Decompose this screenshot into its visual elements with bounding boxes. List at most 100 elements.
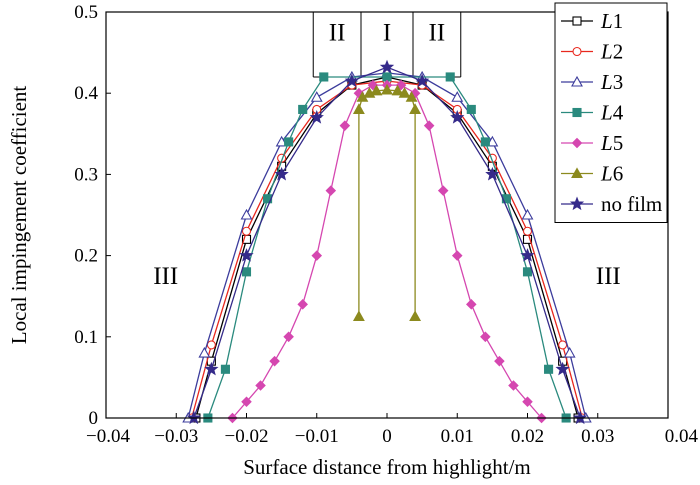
series-line [191, 80, 583, 419]
legend-entry: L2 [561, 40, 623, 64]
data-point [241, 226, 252, 236]
legend-label-suffix: 3 [613, 70, 624, 94]
legend-entry: L1 [561, 9, 623, 33]
data-point [298, 104, 308, 114]
data-point [485, 166, 500, 181]
data-point [466, 299, 477, 310]
legend-label-prefix: L [600, 162, 613, 186]
y-tick-label: 0 [89, 408, 99, 429]
data-point [437, 185, 449, 196]
legend-marker [571, 75, 583, 87]
legend-label: L3 [600, 70, 623, 94]
x-axis-label: Surface distance from highlight/m [243, 455, 531, 479]
data-point [255, 380, 266, 391]
x-tick-label: 0 [382, 426, 392, 447]
series-line [193, 66, 581, 419]
y-tick-label: 0.2 [74, 246, 98, 267]
series-l6 [352, 83, 422, 322]
data-point [319, 72, 329, 82]
series-line [232, 84, 542, 419]
data-point [520, 248, 535, 262]
data-point [311, 250, 323, 261]
data-point [310, 91, 323, 102]
series-no-film [186, 59, 588, 425]
data-point [269, 355, 280, 367]
data-point [325, 185, 337, 196]
legend-label-suffix: 2 [613, 40, 624, 64]
data-point [283, 331, 294, 343]
legend-marker [572, 46, 582, 57]
legend-label-prefix: no film [601, 192, 662, 216]
legend-label: L2 [600, 40, 623, 64]
data-point [398, 87, 411, 98]
data-point [521, 208, 534, 220]
legend-label-prefix: L [600, 9, 613, 33]
data-point [240, 208, 253, 220]
data-point [405, 91, 418, 102]
data-point [352, 103, 365, 114]
legend-label-prefix: L [600, 101, 613, 125]
legend-label-suffix: 6 [613, 162, 624, 186]
data-point [382, 72, 392, 82]
legend-label: L5 [600, 131, 623, 155]
legend-marker [571, 137, 583, 149]
y-tick-label: 0.1 [74, 327, 98, 348]
legend-label-suffix: 5 [613, 131, 624, 155]
data-point [204, 361, 219, 376]
x-tick-label: −0.01 [295, 426, 339, 447]
data-point [309, 110, 324, 124]
data-point [466, 104, 476, 114]
data-point [284, 137, 294, 147]
legend-entry: L6 [561, 162, 623, 186]
legend-label-suffix: 4 [613, 101, 624, 125]
data-point [450, 110, 465, 124]
data-point [522, 396, 533, 408]
legend-label: L1 [600, 9, 623, 33]
data-point [480, 331, 491, 343]
data-point [274, 166, 289, 181]
x-tick-label: −0.04 [86, 426, 130, 447]
y-tick-label: 0.5 [74, 2, 98, 23]
legend-entry: L4 [561, 101, 624, 125]
series-l4 [203, 72, 571, 423]
data-point [445, 72, 455, 82]
data-point [555, 361, 570, 376]
data-point [522, 267, 533, 277]
data-point [241, 267, 252, 277]
region-label: III [596, 263, 621, 290]
series-line [207, 76, 567, 419]
y-tick-label: 0.4 [74, 83, 98, 104]
series-l5 [227, 79, 547, 424]
data-point [379, 59, 395, 74]
legend-label: L4 [600, 101, 624, 125]
legend-marker [572, 16, 582, 26]
data-point [352, 310, 365, 322]
region-label: I [383, 19, 391, 46]
data-point [339, 120, 351, 131]
data-point [370, 84, 383, 96]
data-point [563, 346, 576, 358]
legend-entry: no film [561, 192, 662, 216]
data-point [414, 73, 430, 88]
x-tick-label: 0.03 [581, 426, 614, 447]
series-line [358, 89, 416, 317]
data-point [206, 340, 216, 350]
legend-label: no film [601, 192, 662, 216]
data-point [522, 226, 533, 236]
tick-layer: −0.04 −0.03 −0.02 −0.01 0 0.01 0.02 0.03 0.04 0 0.… [74, 2, 698, 447]
series-layer [182, 59, 592, 425]
legend-entry: L3 [561, 70, 623, 94]
legend-label-prefix: L [600, 131, 613, 155]
region-label: II [429, 19, 446, 46]
series-l2 [187, 76, 587, 423]
data-point [220, 364, 230, 374]
legend-label-prefix: L [600, 40, 613, 64]
data-point [241, 396, 252, 408]
legend-label-suffix: 1 [613, 9, 624, 33]
x-tick-label: −0.03 [154, 426, 198, 447]
x-tick-label: 0.02 [511, 426, 544, 447]
legend-marker [571, 167, 583, 179]
region-label: II [329, 19, 346, 46]
legend-entry: L5 [561, 131, 623, 155]
